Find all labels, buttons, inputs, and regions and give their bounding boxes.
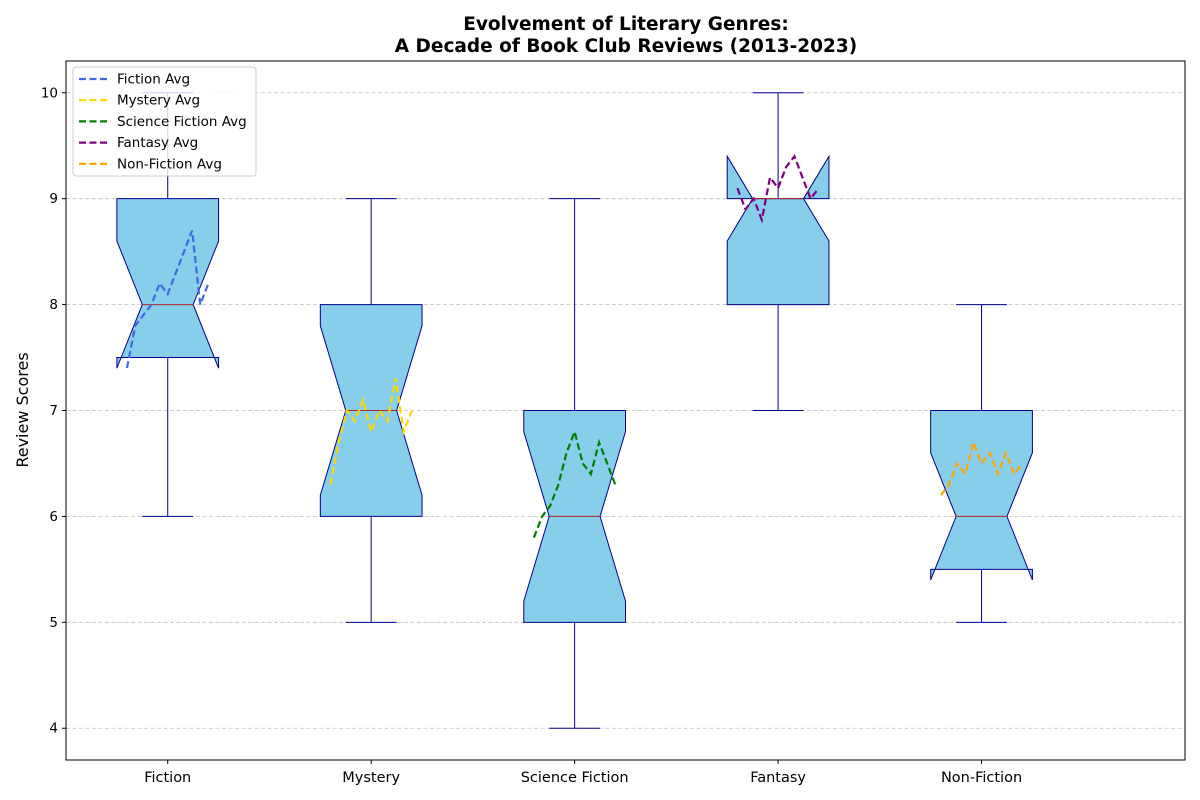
box-science-fiction [523, 198, 626, 729]
box-body [726, 154, 830, 306]
x-tick-label: Science Fiction [521, 770, 629, 786]
legend-entry: Mystery Avg [117, 93, 200, 109]
legend-entry: Fiction Avg [117, 72, 190, 88]
average-lines [125, 154, 1024, 538]
legend: Fiction Avg Mystery Avg Science Fiction Av… [72, 66, 257, 177]
legend-entry: Fantasy Avg [117, 135, 198, 151]
y-tick-label: 4 [49, 721, 58, 737]
y-tick-label: 6 [49, 509, 58, 525]
y-axis-label: Review Scores [13, 352, 32, 467]
legend-entry: Non-Fiction Avg [117, 156, 222, 172]
y-axis-ticks: 4 5 6 7 8 9 10 [41, 85, 66, 737]
y-tick-label: 9 [49, 191, 58, 207]
box-fantasy [726, 92, 830, 411]
series-line-mystery-avg [329, 378, 413, 485]
y-tick-label: 5 [49, 615, 58, 631]
x-tick-label: Fantasy [750, 770, 806, 786]
series-line-fantasy-avg [736, 154, 820, 224]
box-mystery [319, 198, 423, 623]
x-axis-ticks: Fiction Mystery Science Fiction Fantasy Non-… [144, 760, 1022, 786]
legend-entry: Science Fiction Avg [117, 114, 247, 130]
legend-box [72, 66, 257, 177]
y-tick-label: 7 [49, 403, 58, 419]
series-line-non-fiction-avg [940, 438, 1024, 496]
y-tick-label: 8 [49, 297, 58, 313]
chart-title-line-2: A Decade of Book Club Reviews (2013-2023… [395, 36, 857, 57]
x-tick-label: Fiction [144, 770, 191, 786]
chart-title-line-1: Evolvement of Literary Genres: [463, 14, 789, 35]
series-line-fiction-avg [125, 230, 210, 369]
x-tick-label: Non-Fiction [941, 770, 1022, 786]
y-tick-label: 10 [41, 85, 58, 101]
x-tick-label: Mystery [342, 770, 400, 786]
series-line-science-fiction-avg [532, 428, 617, 538]
